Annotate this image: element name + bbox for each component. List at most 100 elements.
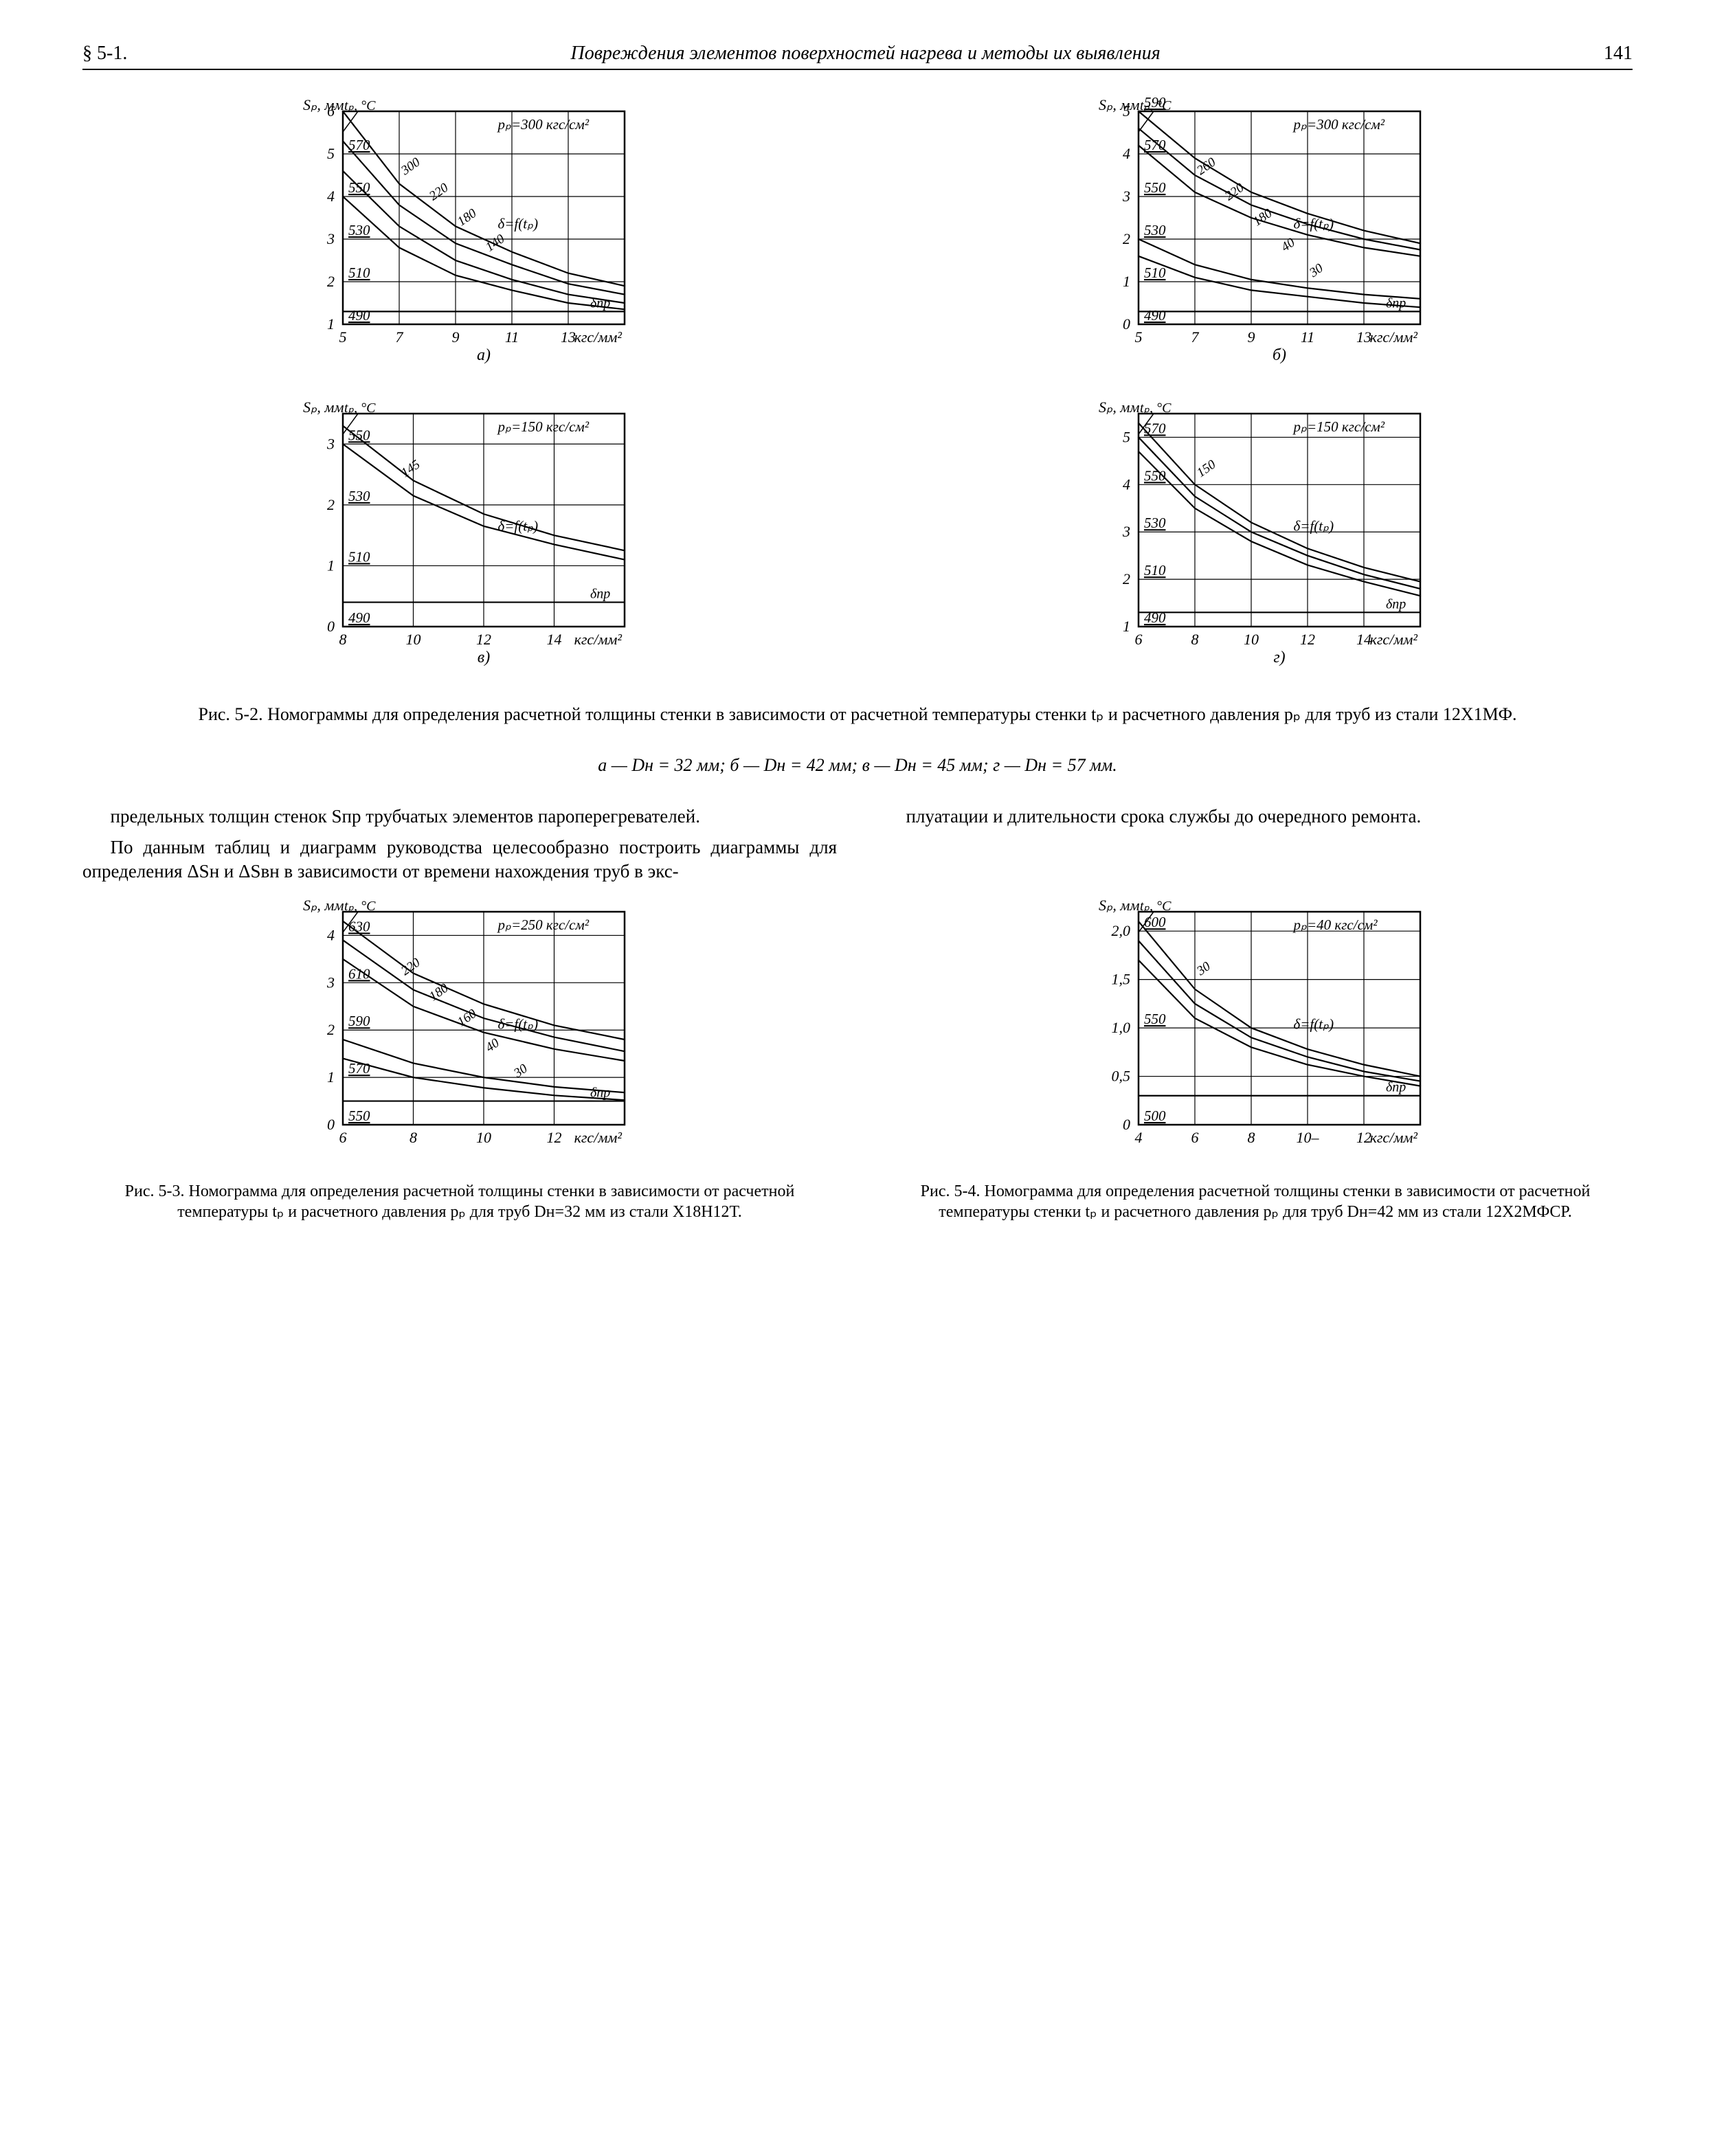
- svg-text:550: 550: [1144, 179, 1166, 196]
- svg-text:10: 10: [1244, 631, 1259, 648]
- svg-text:260: 260: [1194, 155, 1219, 179]
- svg-text:510: 510: [348, 265, 370, 281]
- svg-text:530: 530: [348, 488, 370, 504]
- chart-5-2-a: Sₚ, ммtₚ, °C1234565705505305104905791113…: [82, 98, 837, 372]
- svg-text:кгс/мм²: кгс/мм²: [1370, 1129, 1418, 1146]
- svg-text:δ=f(tₚ): δ=f(tₚ): [498, 216, 539, 232]
- svg-text:600: 600: [1144, 914, 1166, 930]
- svg-text:8: 8: [1191, 631, 1199, 648]
- svg-text:5: 5: [1123, 429, 1130, 446]
- svg-text:5: 5: [327, 145, 335, 162]
- svg-text:tₚ, °C: tₚ, °C: [344, 899, 376, 914]
- svg-text:Sₚ, мм: Sₚ, мм: [1099, 98, 1140, 113]
- body-text: предельных толщин стенок Sпр трубчатых э…: [82, 805, 1633, 884]
- svg-text:tₚ, °C: tₚ, °C: [344, 98, 376, 113]
- chart-5-2-g: Sₚ, ммtₚ, °C1234557055053051049068101214…: [878, 400, 1633, 675]
- svg-text:6: 6: [339, 1129, 347, 1146]
- svg-text:8: 8: [410, 1129, 417, 1146]
- svg-text:220: 220: [399, 955, 423, 978]
- svg-text:6: 6: [327, 102, 335, 120]
- svg-text:10: 10: [476, 1129, 491, 1146]
- svg-text:1,5: 1,5: [1112, 970, 1131, 987]
- svg-text:2,0: 2,0: [1112, 922, 1131, 939]
- svg-text:570: 570: [348, 1060, 370, 1077]
- svg-text:30: 30: [511, 1061, 530, 1081]
- svg-text:δ=f(tₚ): δ=f(tₚ): [1294, 518, 1334, 535]
- svg-text:0: 0: [327, 1116, 335, 1133]
- svg-text:530: 530: [1144, 222, 1166, 238]
- svg-text:220: 220: [427, 181, 451, 204]
- fig-5-4-caption: Рис. 5-4. Номограмма для определения рас…: [878, 1181, 1633, 1222]
- svg-text:490: 490: [1144, 307, 1166, 324]
- svg-text:pₚ=150 кгс/см²: pₚ=150 кгс/см²: [497, 418, 590, 435]
- svg-text:4: 4: [1135, 1129, 1143, 1146]
- svg-text:5: 5: [339, 328, 347, 346]
- svg-text:490: 490: [348, 307, 370, 324]
- svg-text:590: 590: [1144, 98, 1166, 111]
- svg-text:2: 2: [1123, 571, 1130, 588]
- svg-text:δпр: δпр: [1386, 296, 1406, 311]
- svg-text:Sₚ, мм: Sₚ, мм: [303, 98, 344, 113]
- fig-5-2-caption: Рис. 5-2. Номограммы для определения рас…: [124, 702, 1591, 726]
- fig-5-2-sub-caption: а — Dн = 32 мм; б — Dн = 42 мм; в — Dн =…: [82, 754, 1633, 777]
- svg-text:1,0: 1,0: [1112, 1019, 1131, 1036]
- svg-text:кгс/мм²: кгс/мм²: [574, 631, 623, 648]
- svg-text:180: 180: [455, 206, 480, 229]
- svg-text:550: 550: [1144, 1011, 1166, 1027]
- svg-text:кгс/мм²: кгс/мм²: [1370, 328, 1418, 346]
- svg-text:б): б): [1273, 346, 1286, 364]
- lower-nomograms: Sₚ, ммtₚ, °C01234630610590570550681012кг…: [82, 898, 1633, 1222]
- svg-text:145: 145: [399, 458, 423, 481]
- page-header: § 5-1. Повреждения элементов поверхносте…: [82, 41, 1633, 70]
- svg-text:Sₚ, мм: Sₚ, мм: [1099, 400, 1140, 416]
- svg-text:11: 11: [505, 328, 519, 346]
- chart-5-4: Sₚ, ммtₚ, °C00,51,01,52,060055050046810–…: [878, 898, 1633, 1222]
- svg-text:3: 3: [1122, 188, 1130, 205]
- svg-text:300: 300: [398, 155, 423, 179]
- svg-text:2: 2: [1123, 230, 1130, 247]
- svg-text:500: 500: [1144, 1108, 1166, 1124]
- svg-text:8: 8: [1248, 1129, 1255, 1146]
- svg-text:0,5: 0,5: [1112, 1067, 1131, 1084]
- svg-text:630: 630: [348, 918, 370, 934]
- svg-text:6: 6: [1191, 1129, 1199, 1146]
- svg-text:140: 140: [483, 232, 508, 255]
- svg-text:tₚ, °C: tₚ, °C: [344, 401, 376, 416]
- svg-text:570: 570: [1144, 420, 1166, 437]
- svg-text:9: 9: [1248, 328, 1255, 346]
- svg-text:180: 180: [1251, 206, 1275, 229]
- svg-text:530: 530: [1144, 515, 1166, 532]
- svg-text:δпр: δпр: [590, 296, 610, 311]
- svg-text:160: 160: [455, 1006, 480, 1029]
- svg-text:550: 550: [348, 1108, 370, 1124]
- header-title: Повреждения элементов поверхностей нагре…: [571, 41, 1161, 66]
- svg-text:0: 0: [1123, 315, 1130, 333]
- svg-text:δпр: δпр: [1386, 1079, 1406, 1094]
- chart-5-2-b: Sₚ, ммtₚ, °C0123455905705505305104905791…: [878, 98, 1633, 372]
- svg-text:30: 30: [1306, 261, 1326, 281]
- svg-text:570: 570: [348, 137, 370, 153]
- svg-text:150: 150: [1194, 458, 1219, 481]
- svg-text:δ=f(tₚ): δ=f(tₚ): [498, 1015, 539, 1032]
- svg-text:510: 510: [1144, 563, 1166, 579]
- svg-text:pₚ=150 кгс/см²: pₚ=150 кгс/см²: [1292, 418, 1385, 435]
- svg-text:12: 12: [547, 1129, 562, 1146]
- svg-text:г): г): [1273, 649, 1285, 666]
- svg-text:кгс/мм²: кгс/мм²: [574, 328, 623, 346]
- svg-text:12: 12: [476, 631, 491, 648]
- svg-text:1: 1: [327, 315, 335, 333]
- svg-text:Sₚ, мм: Sₚ, мм: [303, 400, 344, 416]
- svg-text:а): а): [477, 346, 491, 364]
- svg-text:pₚ=300 кгс/см²: pₚ=300 кгс/см²: [1292, 116, 1385, 133]
- svg-text:2: 2: [327, 496, 335, 513]
- chart-5-3: Sₚ, ммtₚ, °C01234630610590570550681012кг…: [82, 898, 837, 1222]
- svg-text:30: 30: [1193, 958, 1213, 978]
- svg-text:510: 510: [348, 549, 370, 565]
- svg-text:Sₚ, мм: Sₚ, мм: [303, 898, 344, 914]
- svg-text:0: 0: [1123, 1116, 1130, 1133]
- svg-text:180: 180: [427, 980, 451, 1004]
- svg-text:4: 4: [1123, 145, 1130, 162]
- body-p3: плуатации и длительности срока службы до…: [878, 805, 1633, 829]
- svg-text:40: 40: [1279, 236, 1298, 255]
- svg-text:pₚ=250 кгс/см²: pₚ=250 кгс/см²: [497, 917, 590, 933]
